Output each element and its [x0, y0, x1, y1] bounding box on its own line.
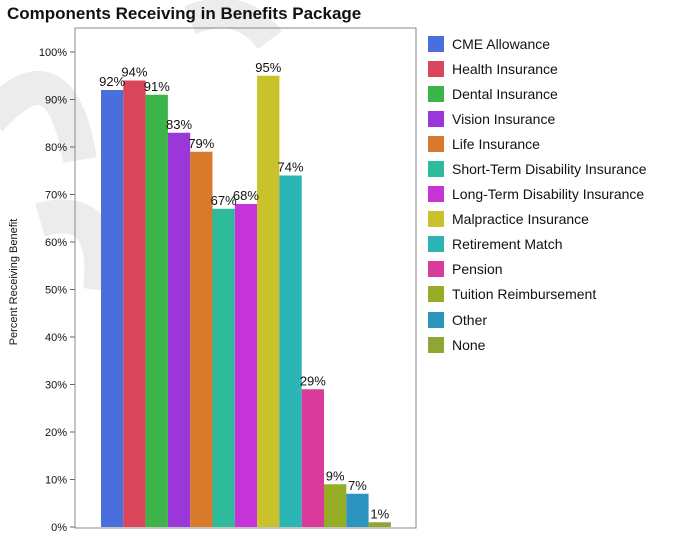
plot-frame [74, 27, 417, 529]
legend-swatch [428, 186, 444, 203]
legend-swatch [428, 336, 444, 353]
legend-item: Dental Insurance [428, 81, 647, 106]
bar-malpractice-insurance [257, 75, 280, 527]
legend-item: Other [428, 307, 647, 332]
legend-label: Tuition Reimbursement [452, 286, 597, 303]
y-tick-label: 100% [39, 47, 67, 59]
bar-value-label: 83% [166, 117, 192, 132]
bar-value-label: 7% [348, 478, 367, 493]
bar-labels: 92%94%91% 83% 79% 67%68% 95% 74% 29% 9%7%1% [99, 60, 389, 522]
legend-label: Other [452, 311, 488, 328]
legend-swatch [428, 110, 444, 127]
bar-value-label: 79% [188, 136, 214, 151]
legend-swatch [428, 286, 444, 303]
y-tick-label: 70% [45, 190, 67, 202]
legend-swatch [428, 85, 444, 102]
y-axis-ticks: 0% 10% 20% 30% 40% 50% 60% 70% 80% 90% 100% [39, 47, 75, 534]
legend-label: Vision Insurance [452, 110, 556, 127]
y-tick-label: 60% [45, 237, 67, 249]
legend-item: Health Insurance [428, 56, 647, 81]
bar-retirement-match [279, 175, 302, 527]
legend: CME Allowance Health Insurance Dental Insu… [428, 31, 647, 357]
chart-title: Components Receiving in Benefits Package [7, 4, 362, 23]
legend-swatch [428, 261, 444, 278]
legend-label: Health Insurance [452, 60, 558, 77]
legend-item: Short-Term Disability Insurance [428, 156, 647, 181]
legend-label: None [452, 336, 486, 353]
legend-swatch [428, 60, 444, 77]
legend-label: CME Allowance [452, 35, 551, 52]
y-tick-label: 40% [45, 332, 67, 344]
legend-item: Life Insurance [428, 131, 647, 156]
y-tick-label: 80% [45, 142, 67, 154]
bar-value-label: 94% [121, 65, 147, 80]
y-tick-label: 20% [45, 427, 67, 439]
y-tick-label: 90% [45, 95, 67, 107]
bar-value-label: 68% [233, 188, 259, 203]
legend-swatch [428, 311, 444, 328]
legend-item: CME Allowance [428, 31, 647, 56]
legend-label: Life Insurance [452, 135, 540, 152]
legend-swatch [428, 161, 444, 178]
legend-swatch [428, 35, 444, 52]
legend-item: Tuition Reimbursement [428, 282, 647, 307]
legend-label: Short-Term Disability Insurance [452, 161, 647, 178]
bar-value-label: 1% [370, 506, 389, 521]
legend-item: Retirement Match [428, 232, 647, 257]
legend-label: Retirement Match [452, 236, 563, 253]
y-tick-label: 30% [45, 380, 67, 392]
bar-cme-allowance [101, 90, 124, 527]
bars [101, 75, 391, 527]
legend-label: Malpractice Insurance [452, 211, 589, 228]
legend-swatch [428, 236, 444, 253]
bar-vision-insurance [167, 132, 191, 527]
legend-swatch [428, 135, 444, 152]
legend-item: Vision Insurance [428, 106, 647, 131]
bar-value-label: 74% [278, 160, 304, 175]
legend-item: None [428, 332, 647, 357]
y-tick-label: 50% [45, 285, 67, 297]
bar-value-label: 29% [300, 373, 326, 388]
bar-tuition-reimbursement [324, 484, 347, 527]
bar-value-label: 95% [255, 60, 281, 75]
y-tick-label: 0% [51, 522, 67, 534]
bar-value-label: 92% [99, 74, 125, 89]
bar-other [346, 493, 369, 527]
bar-long-term-disability-insurance [234, 204, 258, 527]
bar-life-insurance [190, 151, 213, 527]
legend-swatch [428, 211, 444, 228]
legend-label: Long-Term Disability Insurance [452, 186, 645, 203]
bar-value-label: 9% [326, 468, 345, 483]
bar-value-label: 91% [144, 79, 170, 94]
bar-none [368, 522, 391, 527]
bar-pension [301, 389, 324, 527]
bar-dental-insurance [145, 94, 168, 527]
bar-value-label: 67% [211, 193, 237, 208]
y-tick-label: 10% [45, 475, 67, 487]
legend-item: Long-Term Disability Insurance [428, 182, 647, 207]
legend-label: Dental Insurance [452, 85, 558, 102]
legend-item: Malpractice Insurance [428, 207, 647, 232]
legend-item: Pension [428, 257, 647, 282]
bar-health-insurance [123, 80, 146, 527]
bar-short-term-disability-insurance [212, 208, 235, 527]
legend-label: Pension [452, 261, 503, 278]
